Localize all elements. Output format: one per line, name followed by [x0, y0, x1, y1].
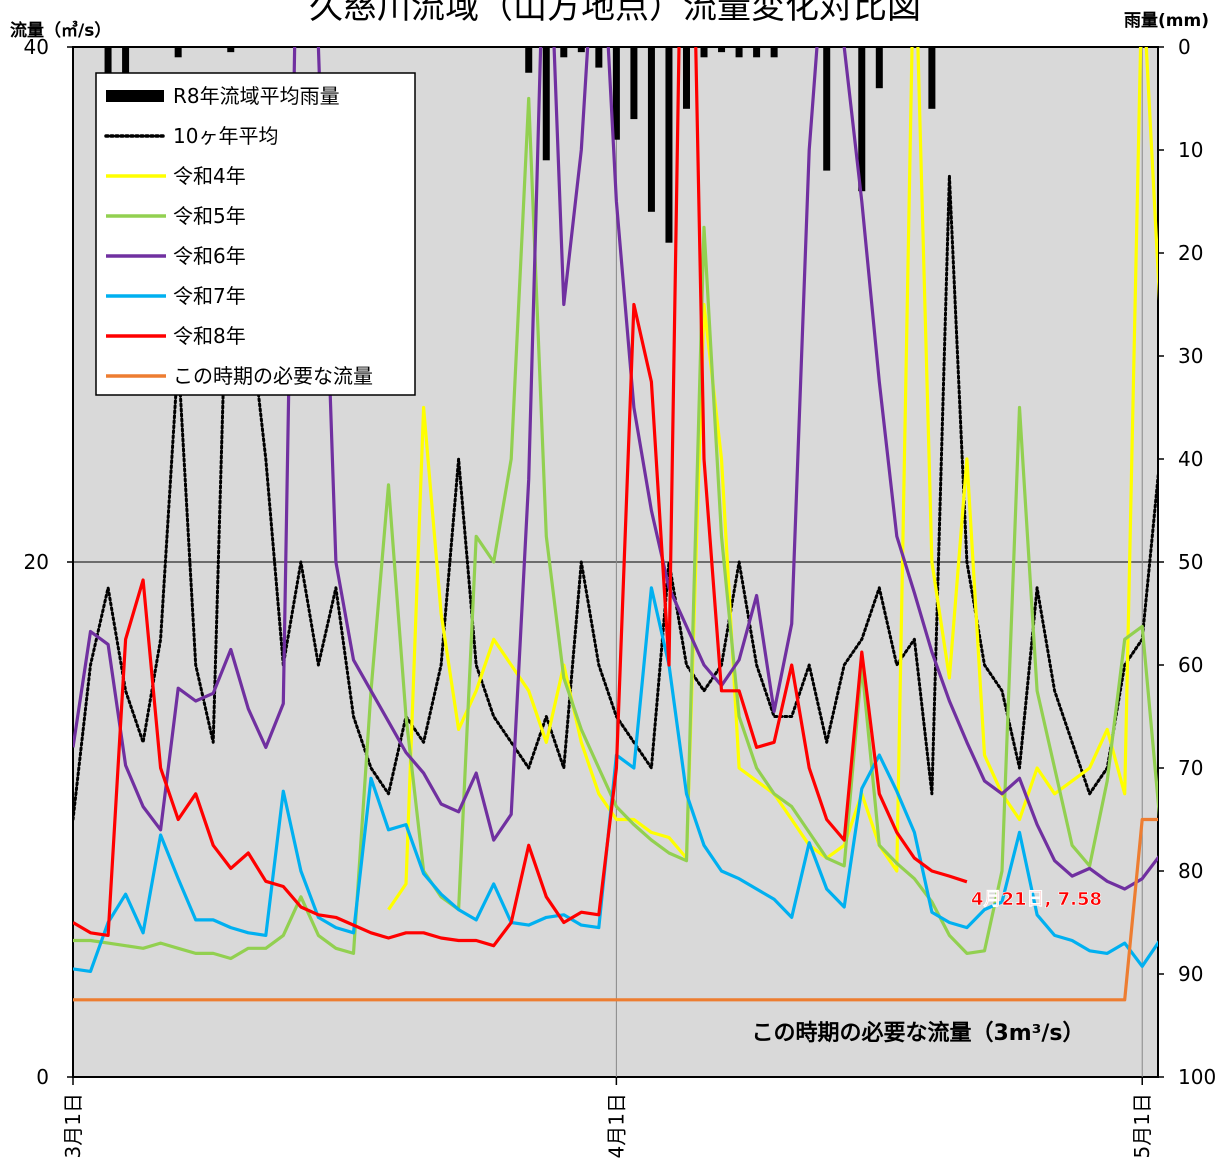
right-tick-label-7: 70 [1178, 756, 1203, 780]
right-tick-label-5: 50 [1178, 550, 1203, 574]
series-line-3 [73, 47, 1158, 891]
required-flow-label: この時期の必要な流量（3m³/s） [752, 1020, 1085, 1046]
rain-bar-17 [875, 47, 883, 89]
legend-label-5: 令和7年 [173, 284, 246, 308]
rain-bar-6 [630, 47, 638, 120]
rain-bar-10 [700, 47, 708, 58]
rain-bar-3 [227, 47, 235, 53]
legend-label-1: 10ヶ年平均 [173, 124, 278, 148]
left-tick-label-2: 40 [24, 35, 49, 59]
right-tick-label-8: 80 [1178, 859, 1203, 883]
last-value-annotation: 4月21日, 7.58 [971, 889, 1102, 910]
series-line-6 [73, 817, 1158, 1002]
right-axis-label: 雨量(mm) [1124, 10, 1209, 31]
rain-bar-16 [858, 47, 866, 192]
x-tick-label-1: 4月1日 [604, 1093, 628, 1158]
rain-bar-20 [542, 47, 550, 161]
rain-bar-1 [122, 47, 130, 78]
left-tick-label-0: 0 [36, 1065, 49, 1089]
right-tick-label-0: 0 [1178, 35, 1191, 59]
right-tick-label-4: 40 [1178, 447, 1203, 471]
rain-bar-21 [560, 47, 568, 58]
rain-bar-9 [682, 47, 690, 109]
rain-bar-19 [525, 47, 533, 73]
rain-bar-0 [104, 47, 112, 78]
legend-label-3: 令和5年 [173, 204, 246, 228]
rain-bar-15 [823, 47, 831, 171]
legend-label-7: この時期の必要な流量 [173, 364, 373, 388]
rain-bar-4 [595, 47, 603, 68]
legend-label-6: 令和8年 [173, 324, 246, 348]
x-axis-ticks: 3月1日 4月1日 5月1日 [61, 1077, 1154, 1158]
rain-bar-11 [718, 47, 726, 53]
rain-bar-2 [174, 47, 182, 58]
right-tick-label-2: 20 [1178, 241, 1203, 265]
right-axis-ticks: 0 10 20 30 40 50 60 70 80 90 100 [1158, 35, 1216, 1089]
right-tick-label-1: 10 [1178, 138, 1203, 162]
chart-title: 久慈川流域（山方地点）流量変化対比図 [309, 0, 921, 27]
legend-box [95, 72, 416, 396]
right-tick-label-10: 100 [1178, 1065, 1216, 1089]
rain-bar-22 [577, 47, 585, 53]
left-axis-ticks: 0 20 40 [24, 35, 73, 1089]
left-axis-label: 流量（㎥/s） [10, 20, 111, 41]
right-tick-label-6: 60 [1178, 653, 1203, 677]
rain-bar-5 [612, 47, 620, 140]
legend-label-4: 令和6年 [173, 244, 246, 268]
left-tick-label-1: 20 [24, 550, 49, 574]
rain-bar-8 [665, 47, 673, 243]
legend-label-0: R8年流域平均雨量 [173, 84, 340, 108]
legend-swatch-0 [106, 90, 164, 102]
legend: R8年流域平均雨量 10ヶ年平均令和4年令和5年令和6年令和7年令和8年この時期の… [95, 72, 416, 396]
series-group [73, 47, 1158, 1002]
legend-label-2: 令和4年 [173, 164, 246, 188]
rain-bar-12 [735, 47, 743, 58]
x-tick-label-2: 5月1日 [1130, 1093, 1154, 1158]
series-line-5 [73, 47, 968, 948]
rain-bar-13 [753, 47, 761, 58]
rain-bars [104, 47, 936, 243]
right-tick-label-3: 30 [1178, 344, 1203, 368]
x-tick-label-0: 3月1日 [61, 1093, 85, 1158]
rain-bar-14 [770, 47, 778, 58]
rain-bar-18 [928, 47, 936, 109]
rain-bar-7 [647, 47, 655, 212]
series-line-2 [73, 96, 1158, 961]
right-tick-label-9: 90 [1178, 962, 1203, 986]
